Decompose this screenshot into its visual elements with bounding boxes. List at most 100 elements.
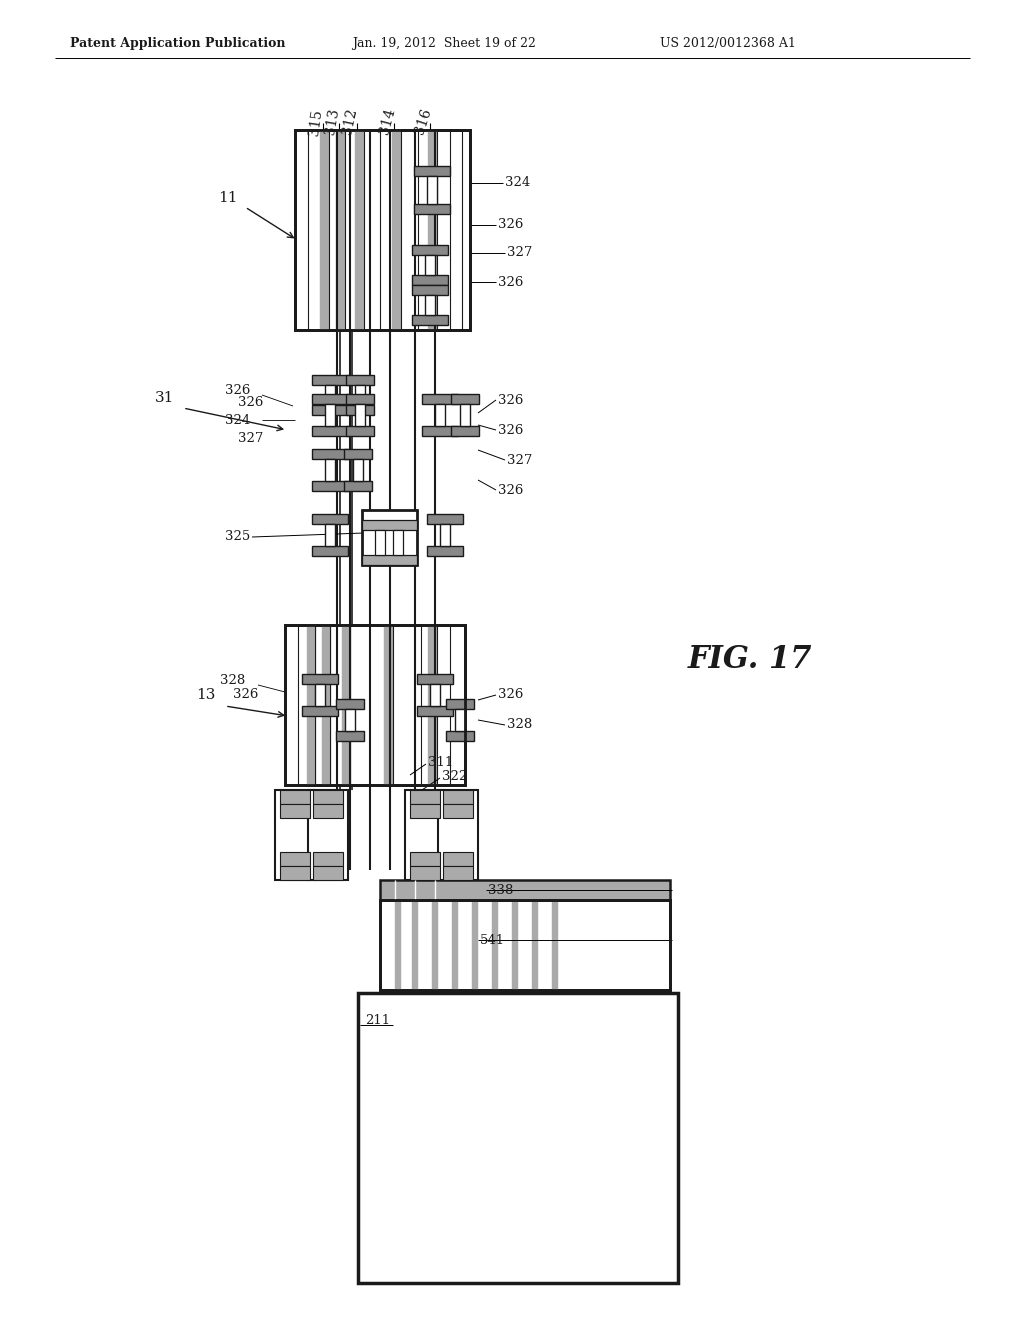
Bar <box>362 510 417 565</box>
Bar <box>428 129 437 330</box>
Bar <box>443 804 473 818</box>
Bar <box>308 789 348 880</box>
Bar <box>532 900 538 990</box>
Bar <box>375 531 385 554</box>
Bar <box>440 524 450 546</box>
Bar <box>410 851 440 866</box>
Bar <box>302 675 338 684</box>
Bar <box>355 404 365 426</box>
Bar <box>295 129 470 330</box>
Text: 211: 211 <box>365 1014 390 1027</box>
Text: 326: 326 <box>225 384 251 396</box>
Bar <box>430 684 440 706</box>
Bar <box>312 480 348 491</box>
Bar <box>380 880 670 900</box>
Bar <box>353 459 362 480</box>
Bar <box>380 900 670 990</box>
Bar <box>443 866 473 880</box>
Text: 315: 315 <box>307 108 325 136</box>
Text: Patent Application Publication: Patent Application Publication <box>70 37 286 50</box>
Bar <box>412 900 418 990</box>
Bar <box>392 129 401 330</box>
Bar <box>422 426 458 436</box>
Bar <box>362 554 417 565</box>
Bar <box>312 375 348 385</box>
Bar <box>325 404 335 426</box>
Text: 11: 11 <box>218 191 238 205</box>
Bar <box>313 789 343 804</box>
Bar <box>325 385 335 405</box>
Bar <box>384 624 393 785</box>
Bar <box>412 315 449 325</box>
Text: FIG. 17: FIG. 17 <box>688 644 812 676</box>
Bar <box>455 709 465 731</box>
Text: Jan. 19, 2012  Sheet 19 of 22: Jan. 19, 2012 Sheet 19 of 22 <box>352 37 536 50</box>
Bar <box>355 129 364 330</box>
Bar <box>285 624 465 785</box>
Bar <box>325 459 335 480</box>
Bar <box>412 246 449 255</box>
Text: 327: 327 <box>507 247 532 260</box>
Bar <box>451 393 479 404</box>
Bar <box>346 393 374 404</box>
Bar <box>358 993 678 1283</box>
Bar <box>427 513 463 524</box>
Text: 13: 13 <box>196 688 215 702</box>
Bar <box>312 449 348 459</box>
Bar <box>460 404 470 426</box>
Bar <box>422 393 458 404</box>
Text: 324: 324 <box>225 413 250 426</box>
Text: 326: 326 <box>498 689 523 701</box>
Bar <box>346 405 374 414</box>
Text: 338: 338 <box>488 883 513 896</box>
Bar <box>427 176 437 205</box>
Bar <box>380 900 670 990</box>
Text: 327: 327 <box>507 454 532 466</box>
Bar <box>312 405 348 414</box>
Bar <box>452 900 458 990</box>
Bar <box>412 285 449 294</box>
Bar <box>307 624 316 785</box>
Bar <box>342 624 351 785</box>
Bar <box>492 900 498 990</box>
Text: 316: 316 <box>413 106 434 136</box>
Bar <box>446 700 474 709</box>
Text: 326: 326 <box>498 424 523 437</box>
Bar <box>443 789 473 804</box>
Bar <box>346 426 374 436</box>
Bar <box>410 789 440 804</box>
Bar <box>312 426 348 436</box>
Text: 313: 313 <box>323 108 341 136</box>
Bar <box>336 129 345 330</box>
Bar <box>438 789 478 880</box>
Text: US 2012/0012368 A1: US 2012/0012368 A1 <box>660 37 796 50</box>
Text: 541: 541 <box>480 933 505 946</box>
Bar <box>345 709 355 731</box>
Text: 312: 312 <box>341 107 359 136</box>
Bar <box>280 851 310 866</box>
Text: 325: 325 <box>225 531 250 544</box>
Text: 324: 324 <box>505 177 530 190</box>
Bar <box>313 866 343 880</box>
Bar <box>425 255 435 275</box>
Bar <box>428 624 437 785</box>
Bar <box>275 789 315 880</box>
Bar <box>425 294 435 315</box>
Text: 326: 326 <box>498 483 523 496</box>
Text: 322: 322 <box>442 770 467 783</box>
Bar <box>280 866 310 880</box>
Bar <box>344 449 372 459</box>
Bar <box>443 851 473 866</box>
Bar <box>355 385 365 405</box>
Bar <box>322 624 331 785</box>
Text: 31: 31 <box>155 391 174 405</box>
Bar <box>446 731 474 741</box>
Bar <box>336 700 364 709</box>
Bar <box>417 675 453 684</box>
Bar <box>472 900 478 990</box>
Bar <box>395 900 401 990</box>
Bar <box>295 129 470 330</box>
Bar <box>410 804 440 818</box>
Text: 326: 326 <box>233 689 258 701</box>
Bar <box>312 513 348 524</box>
